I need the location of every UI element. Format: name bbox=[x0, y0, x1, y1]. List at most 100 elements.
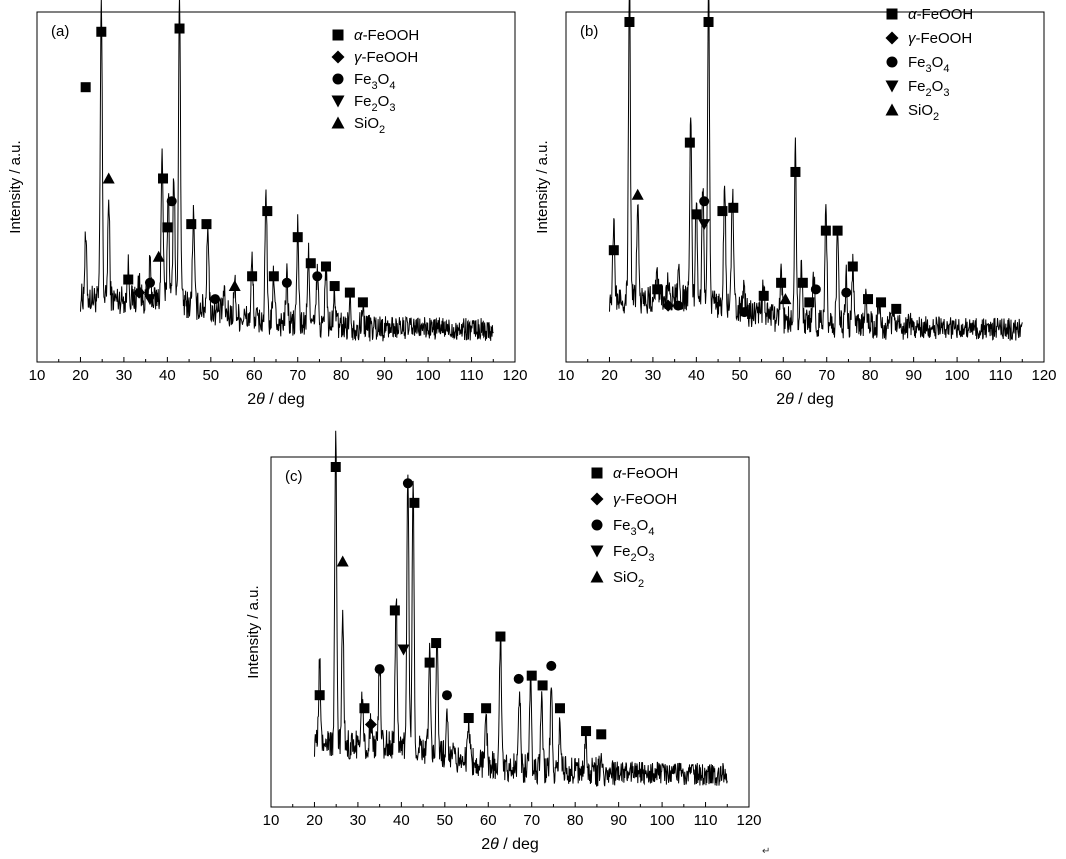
peak-marker-triangle-up bbox=[336, 555, 349, 567]
legend-label: Fe2O3 bbox=[354, 93, 395, 114]
y-axis-label: Intensity / a.u. bbox=[7, 140, 24, 233]
peak-marker-triangle-up bbox=[152, 250, 165, 262]
x-tick-label: 20 bbox=[306, 812, 323, 829]
legend-label: Fe3O4 bbox=[908, 54, 949, 75]
peak-marker-diamond bbox=[133, 286, 146, 299]
chart-panel-a: 10 20 30 40 50 60 70 80 90 100 110 120 2θ / deg Inten… bbox=[7, 0, 528, 408]
peak-marker-square bbox=[691, 209, 702, 220]
legend-label: Fe3O4 bbox=[613, 517, 654, 538]
peak-marker-square bbox=[703, 17, 714, 27]
x-axis-label: 2θ / deg bbox=[247, 391, 305, 408]
peak-marker-square bbox=[80, 82, 91, 93]
x-tick-label: 80 bbox=[333, 367, 350, 384]
x-tick-label: 40 bbox=[159, 367, 176, 384]
peak-marker-square bbox=[424, 657, 435, 668]
peak-marker-square bbox=[495, 631, 506, 642]
y-axis-label: Intensity / a.u. bbox=[245, 585, 262, 678]
x-axis-label: 2θ / deg bbox=[776, 391, 834, 408]
chart-panel-c: 10 20 30 40 50 60 70 80 90 100 110 120 2θ / deg Inten… bbox=[245, 430, 762, 853]
legend-label: α-FeOOH bbox=[908, 6, 973, 23]
peak-marker-square bbox=[891, 303, 902, 314]
x-tick-label: 120 bbox=[502, 367, 527, 384]
x-tick-label: 50 bbox=[202, 367, 219, 384]
legend-symbol-diamond bbox=[590, 492, 604, 506]
peak-marker-square bbox=[305, 258, 316, 269]
peak-marker-triangle-down bbox=[397, 644, 410, 656]
legend-label: Fe3O4 bbox=[354, 71, 395, 92]
xrd-trace bbox=[314, 430, 728, 787]
peak-marker-square bbox=[876, 297, 887, 308]
peak-marker-square bbox=[581, 726, 592, 737]
peak-marker-square bbox=[162, 222, 173, 233]
peak-marker-square bbox=[463, 713, 474, 724]
legend-label: γ-FeOOH bbox=[613, 491, 677, 508]
peak-marker-square bbox=[186, 219, 197, 230]
peak-marker-triangle-up bbox=[631, 188, 644, 200]
peak-marker-circle bbox=[166, 196, 177, 207]
x-tick-label: 50 bbox=[436, 812, 453, 829]
x-tick-label: 60 bbox=[775, 367, 792, 384]
peak-marker-circle bbox=[810, 284, 821, 295]
y-axis-label: Intensity / a.u. bbox=[534, 140, 551, 233]
peak-marker-square bbox=[554, 703, 565, 714]
peak-marker-circle bbox=[513, 673, 524, 684]
peak-marker-square bbox=[174, 23, 185, 34]
peak-marker-square bbox=[797, 277, 808, 288]
x-tick-label: 110 bbox=[460, 367, 484, 384]
x-tick-label: 70 bbox=[523, 812, 540, 829]
legend-label: Fe2O3 bbox=[613, 543, 654, 564]
peak-marker-square bbox=[652, 284, 663, 295]
x-tick-label: 120 bbox=[736, 812, 761, 829]
peak-marker-square bbox=[96, 26, 107, 37]
peak-marker-square bbox=[359, 703, 370, 714]
peak-marker-circle bbox=[673, 300, 684, 311]
legend-symbol-circle bbox=[591, 519, 603, 531]
peak-marker-square bbox=[758, 290, 769, 301]
x-tick-label: 20 bbox=[72, 367, 89, 384]
x-tick-label: 90 bbox=[610, 812, 627, 829]
legend-symbol-triangle-up bbox=[885, 103, 899, 116]
x-tick-label: 60 bbox=[246, 367, 263, 384]
peak-marker-square bbox=[526, 670, 537, 681]
peak-marker-circle bbox=[374, 664, 385, 675]
peak-marker-square bbox=[357, 297, 368, 308]
legend-label: SiO2 bbox=[908, 102, 939, 123]
peak-marker-circle bbox=[739, 307, 750, 318]
peak-marker-square bbox=[804, 297, 815, 308]
peak-marker-circle bbox=[402, 478, 413, 489]
peak-marker-square bbox=[268, 271, 279, 282]
peak-marker-triangle-up bbox=[779, 293, 792, 305]
legend-symbol-diamond bbox=[885, 31, 899, 45]
peak-marker-square bbox=[717, 206, 728, 217]
peak-marker-square bbox=[409, 497, 420, 508]
peak-marker-square bbox=[314, 690, 325, 701]
legend-symbol-square bbox=[886, 8, 898, 20]
legend-label: SiO2 bbox=[613, 569, 644, 590]
peak-marker-square bbox=[790, 166, 801, 177]
peak-marker-triangle-down bbox=[143, 294, 156, 306]
x-tick-label: 120 bbox=[1031, 367, 1056, 384]
panel-label: (c) bbox=[285, 468, 303, 485]
peak-marker-square bbox=[820, 225, 831, 236]
peak-marker-square bbox=[320, 261, 331, 272]
legend-label: γ-FeOOH bbox=[354, 49, 418, 66]
peak-marker-circle bbox=[441, 690, 452, 701]
legend-symbol-circle bbox=[332, 73, 344, 85]
legend-label: Fe2O3 bbox=[908, 78, 949, 99]
peak-marker-square bbox=[344, 287, 355, 298]
peak-marker-square bbox=[201, 219, 212, 230]
x-tick-label: 30 bbox=[350, 812, 367, 829]
x-tick-label: 30 bbox=[645, 367, 662, 384]
legend-symbol-square bbox=[332, 29, 344, 41]
peak-marker-square bbox=[863, 294, 874, 305]
legend-symbol-triangle-up bbox=[590, 570, 604, 583]
peak-marker-square bbox=[431, 638, 442, 649]
peak-marker-circle bbox=[312, 271, 323, 282]
peak-marker-square bbox=[330, 462, 341, 472]
legend-label: SiO2 bbox=[354, 115, 385, 136]
peak-marker-square bbox=[776, 277, 787, 288]
peak-marker-circle bbox=[841, 287, 852, 298]
x-tick-label: 100 bbox=[416, 367, 441, 384]
peak-marker-circle bbox=[144, 277, 155, 288]
